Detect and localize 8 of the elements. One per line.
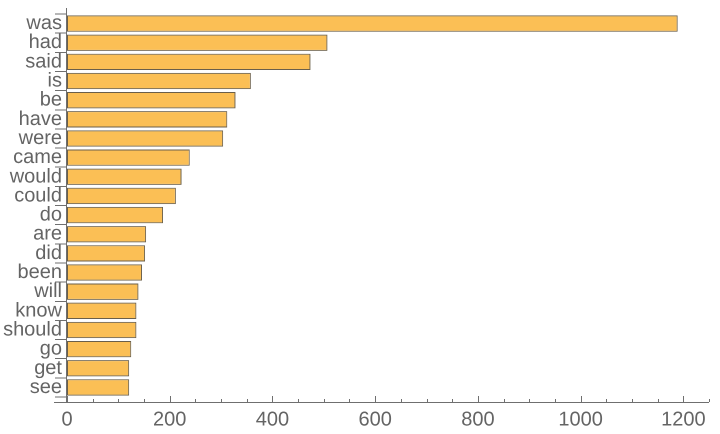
x-tick-label: 1000 xyxy=(558,408,603,431)
x-tick-label: 1200 xyxy=(661,408,706,431)
x-tick-label: 400 xyxy=(256,408,290,431)
x-tick-label: 600 xyxy=(358,408,392,431)
x-tick-label: 800 xyxy=(461,408,495,431)
y-tick-label: go xyxy=(40,338,62,360)
x-tick-label: 200 xyxy=(153,408,186,431)
x-tick-label: 0 xyxy=(61,408,73,431)
